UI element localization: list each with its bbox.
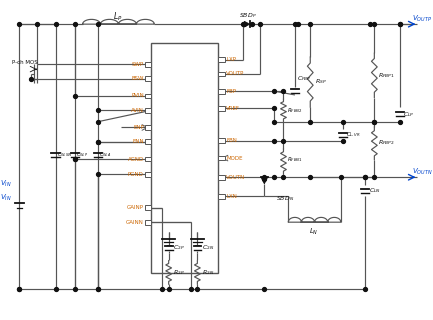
Text: ENP: ENP bbox=[133, 125, 144, 130]
Text: $R_{2N}$: $R_{2N}$ bbox=[202, 268, 214, 277]
Text: $C_{IN,SW}$: $C_{IN,SW}$ bbox=[57, 151, 73, 159]
Text: $R_{FBN1}$: $R_{FBN1}$ bbox=[288, 156, 303, 164]
Bar bbox=[145, 220, 152, 225]
Bar bbox=[218, 89, 225, 93]
Bar bbox=[145, 140, 152, 144]
Text: SWP: SWP bbox=[132, 62, 144, 67]
Text: $R_{SP}$: $R_{SP}$ bbox=[315, 77, 327, 86]
Text: $C_{2N}$: $C_{2N}$ bbox=[202, 244, 214, 252]
Text: $C_{2P}$: $C_{2P}$ bbox=[174, 244, 185, 252]
Bar bbox=[145, 157, 152, 161]
Text: $C_{IN,A}$: $C_{IN,A}$ bbox=[99, 151, 112, 159]
Text: BSW: BSW bbox=[131, 76, 144, 81]
Text: $V_{IN}$: $V_{IN}$ bbox=[0, 179, 12, 189]
Text: $V_{IN}$: $V_{IN}$ bbox=[0, 193, 12, 204]
Text: AGND: AGND bbox=[128, 156, 144, 162]
Text: GAINP: GAINP bbox=[127, 205, 144, 210]
Text: $V_{OUTP}$: $V_{OUTP}$ bbox=[412, 14, 432, 24]
Text: $SBD_P$: $SBD_P$ bbox=[239, 11, 257, 20]
Polygon shape bbox=[261, 177, 268, 184]
Bar bbox=[218, 194, 225, 199]
Bar bbox=[145, 125, 152, 130]
Text: $C_{LN}$: $C_{LN}$ bbox=[368, 186, 381, 195]
Bar bbox=[218, 71, 225, 76]
Text: $L_N$: $L_N$ bbox=[309, 227, 319, 237]
Text: $V_{OUTN}$: $V_{OUTN}$ bbox=[412, 166, 433, 177]
Bar bbox=[218, 175, 225, 180]
Text: $L_P$: $L_P$ bbox=[113, 10, 123, 23]
Text: FBN: FBN bbox=[226, 138, 237, 143]
Bar bbox=[152, 43, 218, 273]
Text: VREF: VREF bbox=[226, 106, 240, 111]
Polygon shape bbox=[244, 21, 250, 27]
Bar bbox=[145, 62, 152, 67]
Text: MODE: MODE bbox=[226, 156, 242, 161]
Text: PVIN: PVIN bbox=[131, 93, 144, 99]
Bar bbox=[145, 76, 152, 81]
Text: $SBD_N$: $SBD_N$ bbox=[276, 194, 294, 203]
Text: P-ch MOS: P-ch MOS bbox=[12, 60, 38, 65]
Text: $C_{L,VR}$: $C_{L,VR}$ bbox=[346, 131, 361, 139]
Text: PGND: PGND bbox=[128, 172, 144, 177]
Text: FBP: FBP bbox=[226, 89, 236, 94]
Text: $R_{FBN2}$: $R_{FBN2}$ bbox=[288, 106, 303, 115]
Text: VOUTP: VOUTP bbox=[226, 71, 245, 76]
Bar bbox=[218, 139, 225, 143]
Bar bbox=[218, 156, 225, 160]
Bar bbox=[145, 93, 152, 98]
Text: $C_{LP}$: $C_{LP}$ bbox=[403, 110, 414, 118]
Text: $R_{FBP2}$: $R_{FBP2}$ bbox=[378, 138, 395, 147]
Bar bbox=[145, 172, 152, 177]
Bar bbox=[145, 108, 152, 113]
Text: $C_{IN,P}$: $C_{IN,P}$ bbox=[76, 151, 89, 159]
Text: VOUTN: VOUTN bbox=[226, 175, 246, 180]
Bar bbox=[218, 57, 225, 62]
Text: $R_{2P}$: $R_{2P}$ bbox=[174, 268, 185, 277]
Text: $R_{FBP1}$: $R_{FBP1}$ bbox=[378, 71, 395, 80]
Text: GAINN: GAINN bbox=[126, 220, 144, 225]
Text: LXP: LXP bbox=[226, 57, 236, 62]
Text: LXN: LXN bbox=[226, 194, 237, 199]
Text: $C_{FBP}$: $C_{FBP}$ bbox=[297, 74, 311, 83]
Bar bbox=[145, 205, 152, 210]
Bar bbox=[218, 106, 225, 111]
Text: AVIN: AVIN bbox=[131, 108, 144, 113]
Text: ENN: ENN bbox=[132, 139, 144, 144]
